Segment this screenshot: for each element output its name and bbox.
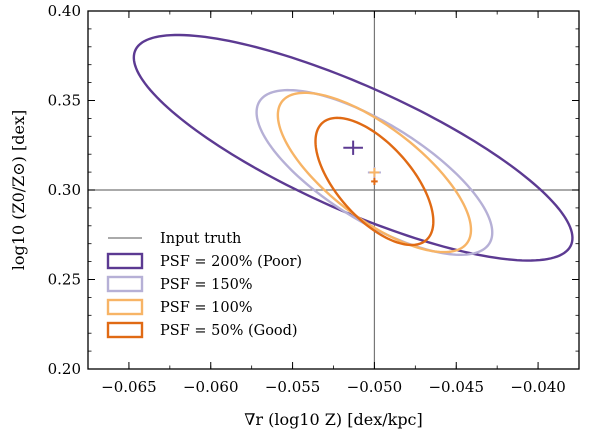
- y-tick-label: 0.25: [48, 271, 81, 289]
- legend-swatch-series-0: [106, 252, 144, 270]
- legend-label-series-2: PSF = 100%: [160, 300, 253, 316]
- ellipse-series-1: [255, 88, 494, 256]
- legend-label-series-1: PSF = 150%: [160, 277, 253, 293]
- x-axis-label: ∇r (log10 Z) [dex/kpc]: [244, 410, 423, 429]
- legend-label-series-0: PSF = 200% (Poor): [160, 254, 302, 270]
- x-tick-label: −0.040: [510, 378, 566, 396]
- legend-label-input-truth: Input truth: [160, 231, 241, 247]
- legend: Input truth PSF = 200% (Poor) PSF = 150% PS…: [106, 231, 302, 339]
- x-tick-label: −0.045: [428, 378, 484, 396]
- y-tick-label: 0.40: [48, 2, 81, 20]
- x-tick-label: −0.060: [183, 378, 239, 396]
- ellipse-series-3: [314, 116, 435, 247]
- legend-swatch-series-2: [106, 298, 144, 316]
- legend-swatch-series-3: [106, 321, 144, 339]
- axes-frame: [87, 10, 580, 370]
- x-tick-label: −0.050: [347, 378, 403, 396]
- legend-label-series-3: PSF = 50% (Good): [160, 323, 298, 339]
- x-tick-label: −0.055: [265, 378, 321, 396]
- legend-swatch-series-1: [106, 275, 144, 293]
- y-tick-label: 0.20: [48, 360, 81, 378]
- plot-area: [88, 11, 579, 369]
- y-tick-label: 0.35: [48, 92, 81, 110]
- ellipse-series-0: [132, 33, 574, 262]
- axis-ticks: −0.065 −0.060 −0.055 −0.050 −0.045 −0.040 0.20…: [48, 2, 580, 396]
- x-tick-label: −0.065: [101, 378, 157, 396]
- y-tick-label: 0.30: [48, 181, 81, 199]
- y-axis-label: log10 (Z0/Z⊙) [dex]: [9, 110, 28, 270]
